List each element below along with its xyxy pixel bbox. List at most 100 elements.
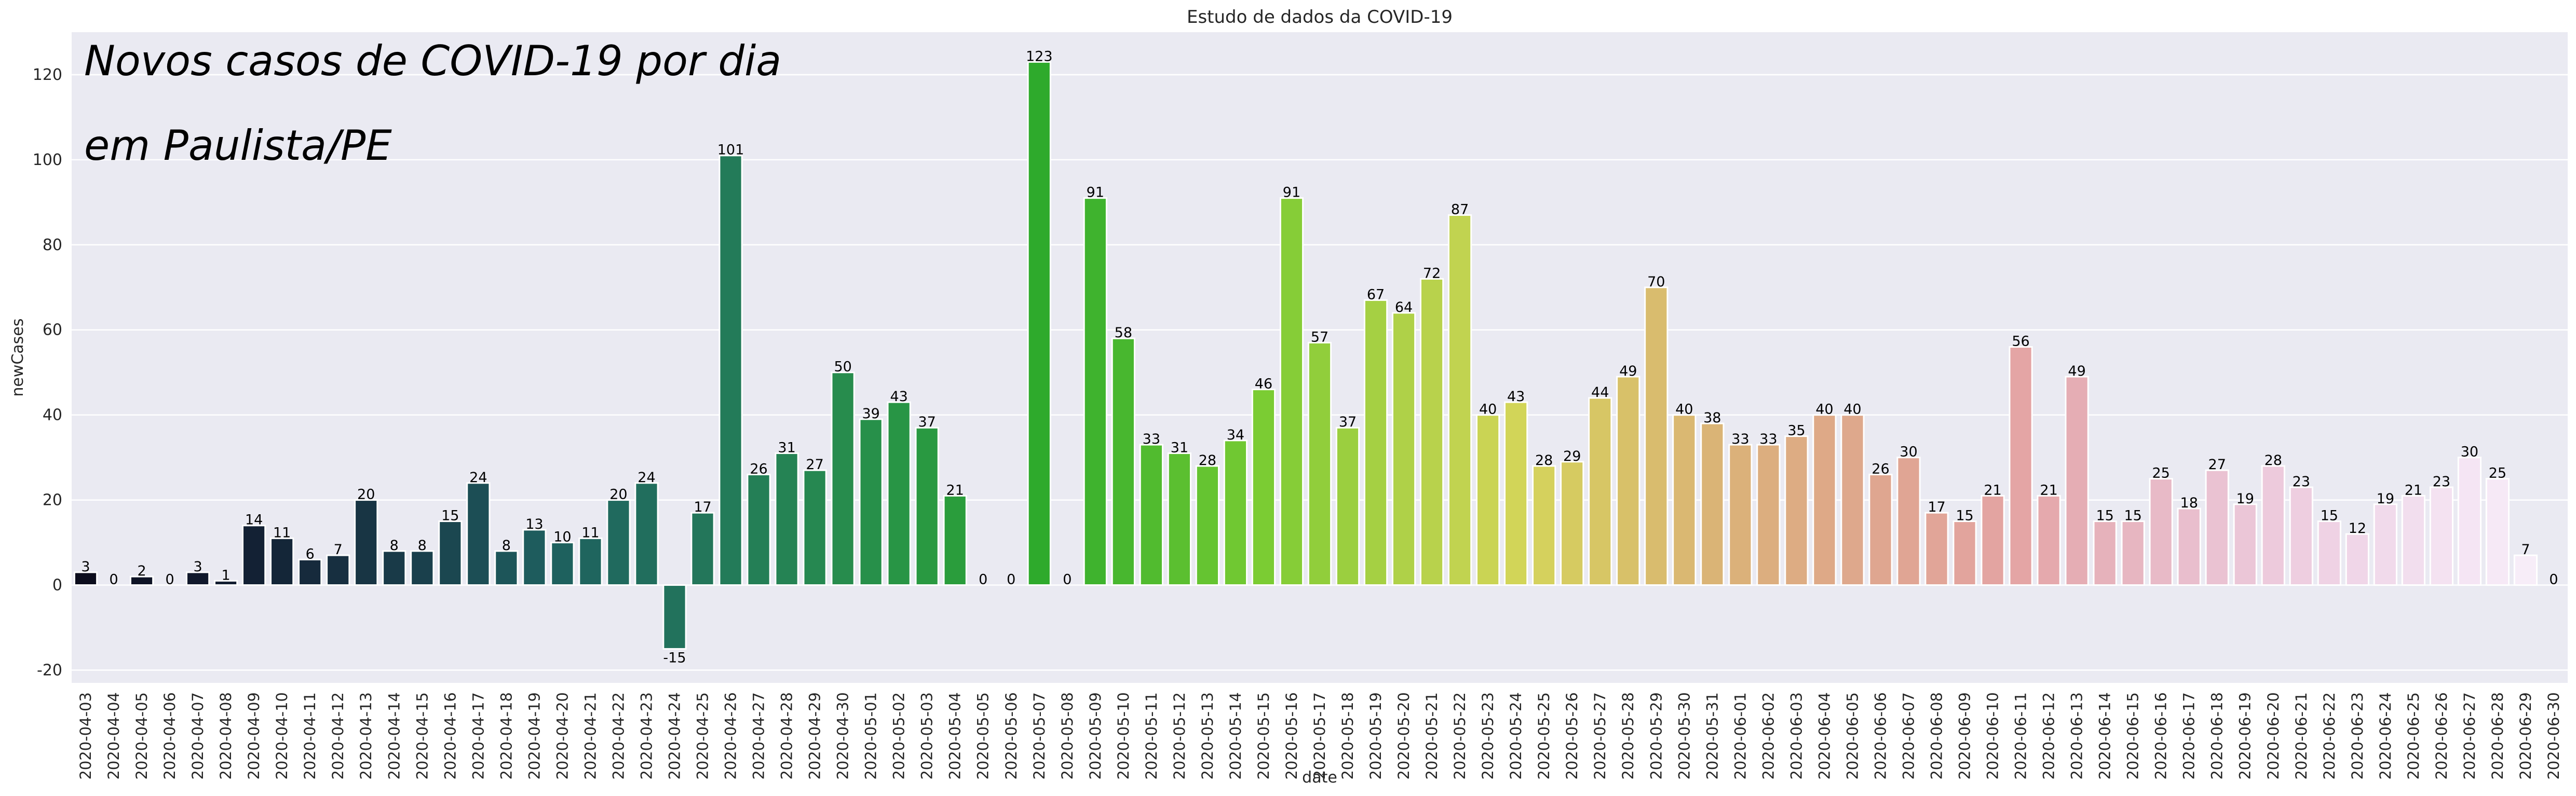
bar-label-2020-04-18: 8 (502, 538, 511, 554)
bar-label-2020-05-22: 87 (1451, 201, 1469, 217)
x-tick-label: 2020-05-25 (1535, 692, 1553, 780)
x-tick-label: 2020-06-20 (2265, 692, 2282, 780)
x-tick-label: 2020-05-12 (1171, 692, 1188, 780)
bar-label-2020-05-19: 67 (1367, 286, 1385, 303)
bar-2020-04-19 (522, 529, 547, 586)
x-tick-label: 2020-05-03 (918, 692, 936, 780)
bar-label-2020-06-23: 12 (2349, 520, 2366, 537)
bar-label-2020-05-17: 57 (1311, 329, 1328, 345)
bar-label-2020-06-15: 15 (2124, 508, 2141, 524)
x-tick-label: 2020-06-07 (1900, 692, 1917, 780)
bar-2020-06-28 (2485, 478, 2510, 586)
bar-2020-05-27 (1588, 397, 1612, 586)
bar-2020-05-01 (859, 418, 883, 586)
x-tick-label: 2020-04-05 (133, 692, 151, 780)
bar-label-2020-04-17: 24 (469, 470, 487, 486)
x-tick-label: 2020-04-26 (722, 692, 740, 780)
bar-label-2020-05-04: 21 (946, 482, 964, 498)
bar-label-2020-05-31: 38 (1703, 410, 1721, 426)
x-tick-label: 2020-05-16 (1283, 692, 1300, 780)
bar-label-2020-04-28: 31 (778, 440, 795, 456)
bar-label-2020-04-21: 11 (581, 525, 599, 541)
bar-label-2020-04-03: 3 (81, 559, 90, 575)
bar-label-2020-04-24: -15 (663, 650, 686, 666)
y-axis-ticks: -20 0 20 40 60 80 100 120 (33, 66, 62, 679)
bar-label-2020-04-06: 0 (165, 571, 174, 587)
x-tick-label: 2020-06-18 (2208, 692, 2226, 780)
bar-2020-05-16 (1279, 197, 1304, 586)
bar-label-2020-05-24: 43 (1507, 389, 1525, 405)
bar-label-2020-06-30: 0 (2549, 571, 2558, 587)
y-tick-label: -20 (37, 661, 62, 679)
bar-2020-06-10 (1981, 495, 2005, 586)
bar-label-2020-04-13: 20 (357, 487, 375, 503)
x-tick-label: 2020-04-19 (525, 692, 543, 780)
x-tick-label: 2020-05-29 (1647, 692, 1665, 780)
x-tick-label: 2020-06-02 (1759, 692, 1777, 780)
x-tick-label: 2020-04-13 (357, 692, 375, 780)
bar-2020-06-11 (2009, 346, 2033, 586)
bar-label-2020-04-12: 7 (334, 542, 343, 558)
bar-2020-04-15 (410, 550, 435, 586)
y-tick-label: 120 (33, 66, 62, 84)
x-tick-label: 2020-05-05 (974, 692, 992, 780)
bar-2020-06-03 (1784, 435, 1809, 586)
x-tick-label: 2020-04-22 (609, 692, 627, 780)
bar-label-2020-04-26: 101 (717, 142, 744, 158)
x-tick-label: 2020-04-11 (301, 692, 319, 780)
bar-label-2020-06-21: 23 (2293, 474, 2310, 490)
bar-2020-06-19 (2233, 503, 2257, 586)
bar-2020-04-17 (466, 482, 491, 586)
x-tick-label: 2020-04-24 (666, 692, 683, 780)
x-tick-label: 2020-05-06 (1002, 692, 1020, 780)
x-tick-label: 2020-04-16 (441, 692, 459, 780)
bar-label-2020-04-04: 0 (109, 571, 118, 587)
x-tick-label: 2020-06-15 (2124, 692, 2142, 780)
x-tick-label: 2020-06-03 (1787, 692, 1805, 780)
x-tick-label: 2020-05-21 (1423, 692, 1441, 780)
bar-2020-06-05 (1840, 414, 1865, 586)
x-tick-label: 2020-06-27 (2461, 692, 2478, 780)
bar-label-2020-05-18: 37 (1339, 414, 1357, 430)
bar-label-2020-06-29: 7 (2521, 542, 2530, 558)
bar-2020-05-28 (1616, 376, 1640, 586)
chart-title: Estudo de dados da COVID-19 (1187, 7, 1453, 28)
x-tick-label: 2020-06-28 (2489, 692, 2506, 780)
bar-2020-05-10 (1111, 337, 1135, 586)
bar-2020-05-19 (1363, 299, 1388, 586)
bar-label-2020-04-11: 6 (306, 546, 315, 562)
bar-2020-04-13 (354, 499, 378, 586)
x-tick-label: 2020-06-10 (1984, 692, 2002, 780)
x-tick-label: 2020-04-25 (694, 692, 712, 780)
bar-label-2020-05-07: 123 (1026, 48, 1053, 64)
bar-2020-06-04 (1812, 414, 1837, 586)
annotation-line-1: Novos casos de COVID-19 por dia (84, 37, 781, 85)
x-tick-label: 2020-04-27 (750, 692, 768, 780)
bar-2020-05-24 (1504, 401, 1528, 586)
bar-2020-04-29 (803, 469, 827, 586)
bar-label-2020-05-09: 91 (1087, 185, 1104, 201)
bar-2020-04-08 (214, 580, 238, 586)
x-tick-label: 2020-04-17 (469, 692, 487, 780)
bar-label-2020-06-26: 23 (2433, 474, 2450, 490)
x-tick-label: 2020-05-08 (1059, 692, 1076, 780)
bar-label-2020-06-05: 40 (1843, 402, 1861, 418)
annotation-line-2: em Paulista/PE (84, 121, 392, 170)
bar-label-2020-06-27: 30 (2461, 444, 2478, 460)
bar-2020-06-01 (1728, 444, 1753, 586)
bar-label-2020-04-09: 14 (245, 512, 263, 528)
bar-2020-05-13 (1195, 465, 1220, 586)
bar-2020-04-18 (494, 550, 519, 586)
bar-2020-05-09 (1083, 197, 1107, 586)
bar-label-2020-04-08: 1 (222, 567, 231, 583)
x-tick-label: 2020-05-23 (1479, 692, 1497, 780)
bar-2020-06-23 (2345, 533, 2369, 586)
x-tick-label: 2020-04-30 (834, 692, 852, 780)
bar-label-2020-06-10: 21 (1984, 482, 2001, 498)
bar-label-2020-04-10: 11 (273, 525, 291, 541)
x-tick-label: 2020-04-21 (581, 692, 599, 780)
x-tick-label: 2020-04-10 (273, 692, 291, 780)
bar-2020-05-03 (915, 427, 939, 586)
x-tick-label: 2020-06-23 (2349, 692, 2366, 780)
x-tick-label: 2020-05-18 (1339, 692, 1357, 780)
